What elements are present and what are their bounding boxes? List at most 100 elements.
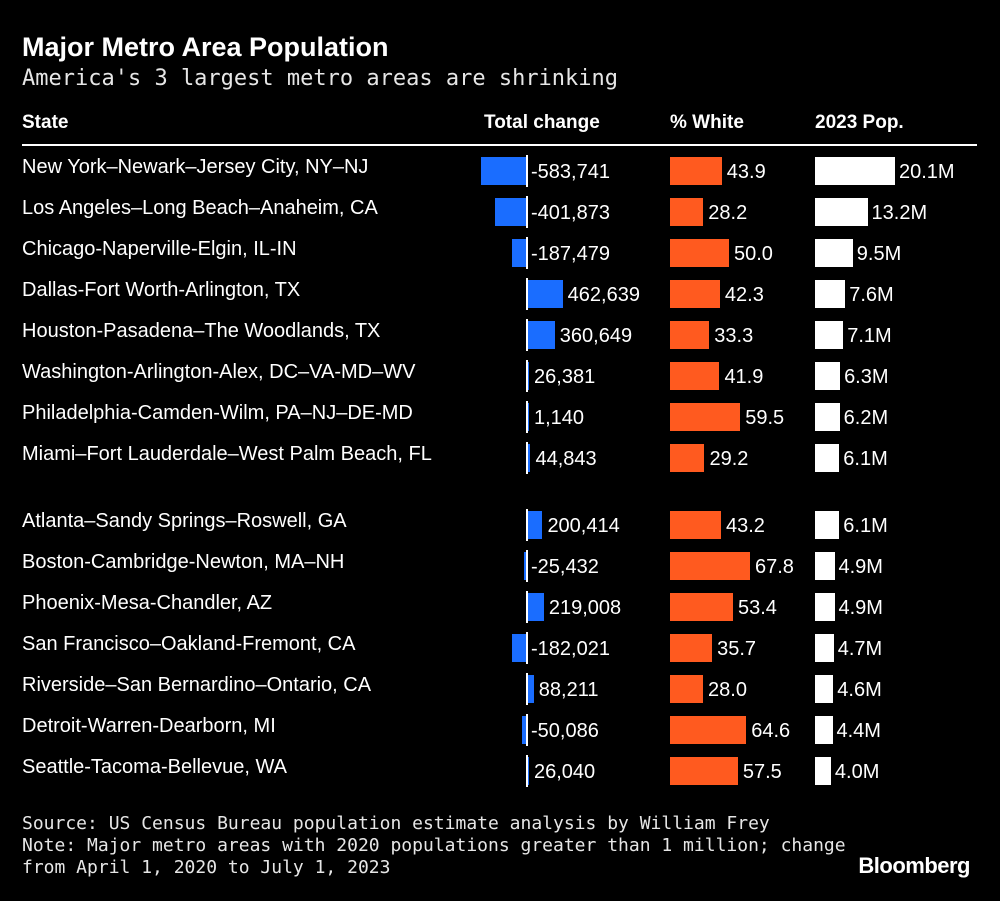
zero-axis [526,755,528,787]
white-pct-bar [670,675,704,703]
row-state-label: Phoenix-Mesa-Chandler, AZ [22,592,273,614]
header-total-change: Total change [484,112,600,133]
zero-axis [526,360,528,392]
change-value: -583,741 [531,161,610,183]
change-value: 360,649 [559,325,633,347]
population-value: 6.2M [843,407,889,429]
change-value: 200,414 [547,515,620,537]
white-pct-bar [670,280,720,308]
population-bar [815,239,853,267]
population-bar [815,757,831,785]
change-value: 1,140 [534,407,585,429]
row-state-label: Philadelphia-Camden-Wilm, PA–NJ–DE-MD [22,402,413,424]
change-value: 462,639 [567,284,640,306]
change-bar [527,593,544,621]
white-pct-bar [670,321,710,349]
population-bar [815,157,895,185]
change-bar [527,511,543,539]
population-bar [815,634,834,662]
zero-axis [526,591,528,623]
white-pct-bar [670,552,750,580]
white-pct-value: 28.0 [708,679,747,701]
row-state-label: Riverside–San Bernardino–Ontario, CA [22,674,372,696]
white-pct-value: 64.6 [751,720,791,742]
scope-note-line2: from April 1, 2020 to July 1, 2023 [22,857,391,878]
change-value: -401,873 [531,202,610,224]
change-bar [527,362,530,390]
row-state-label: New York–Newark–Jersey City, NY–NJ [22,156,369,178]
population-value: 4.6M [837,679,882,701]
scope-note-line1: Note: Major metro areas with 2020 popula… [22,835,846,856]
population-value: 9.5M [856,243,902,265]
zero-axis [526,714,528,746]
change-bar [527,757,529,785]
change-value: -182,021 [531,638,610,660]
white-pct-value: 42.3 [724,284,764,306]
white-pct-value: 57.5 [742,761,782,783]
population-value: 7.6M [849,284,894,306]
change-value: 26,381 [534,366,596,388]
white-pct-bar [670,362,720,390]
change-bar [495,198,526,226]
white-pct-bar [670,444,705,472]
population-bar [815,716,833,744]
header-pct-white: % White [670,112,744,133]
row-state-label: Boston-Cambridge-Newton, MA–NH [22,551,345,573]
white-pct-value: 43.2 [725,515,765,537]
population-bar [815,675,834,703]
white-pct-bar [670,757,738,785]
population-value: 4.9M [838,597,883,619]
white-pct-value: 43.9 [726,161,766,183]
header-state: State [22,112,69,133]
change-value: 88,211 [538,679,599,701]
header-2023-pop: 2023 Pop. [815,112,904,133]
zero-axis [526,237,528,269]
white-pct-bar [670,198,704,226]
population-bar [815,321,844,349]
change-value: -187,479 [531,243,610,265]
source-note: Source: US Census Bureau population esti… [22,813,770,834]
population-value: 6.3M [844,366,889,388]
population-value: 20.1M [899,161,955,183]
white-pct-value: 33.3 [714,325,754,347]
zero-axis [526,319,528,351]
zero-axis [526,155,528,187]
white-pct-value: 28.2 [708,202,748,224]
row-state-label: Dallas-Fort Worth-Arlington, TX [22,279,301,301]
change-value: 44,843 [535,448,597,470]
zero-axis [526,632,528,664]
row-state-label: Detroit-Warren-Dearborn, MI [22,715,276,737]
row-state-label: Los Angeles–Long Beach–Anaheim, CA [22,197,378,219]
population-value: 6.1M [843,515,888,537]
white-pct-value: 41.9 [724,366,764,388]
change-value: -50,086 [531,720,599,742]
change-bar [527,280,563,308]
change-bar [511,634,526,662]
change-bar [511,239,526,267]
chart-title: Major Metro Area Population [22,32,389,62]
row-state-label: Houston-Pasadena–The Woodlands, TX [22,320,381,342]
white-pct-value: 59.5 [745,407,785,429]
population-value: 7.1M [847,325,892,347]
population-value: 13.2M [871,202,928,224]
change-bar [527,444,531,472]
zero-axis [526,278,528,310]
bloomberg-logo: Bloomberg [858,853,970,878]
population-bar [815,362,841,390]
zero-axis [526,196,528,228]
white-pct-bar [670,593,733,621]
white-pct-value: 53.4 [738,597,777,619]
row-state-label: Chicago-Naperville-Elgin, IL-IN [22,238,297,260]
header-divider [22,144,977,146]
change-bar [527,403,529,431]
change-value: 26,040 [534,761,596,783]
population-bar [815,552,835,580]
change-bar [527,675,534,703]
white-pct-bar [670,239,729,267]
population-value: 6.1M [843,448,888,470]
population-value: 4.7M [837,638,883,660]
row-state-label: Washington-Arlington-Alex, DC–VA-MD–WV [22,361,416,383]
population-bar [815,444,840,472]
row-state-label: Miami–Fort Lauderdale–West Palm Beach, F… [22,443,432,465]
